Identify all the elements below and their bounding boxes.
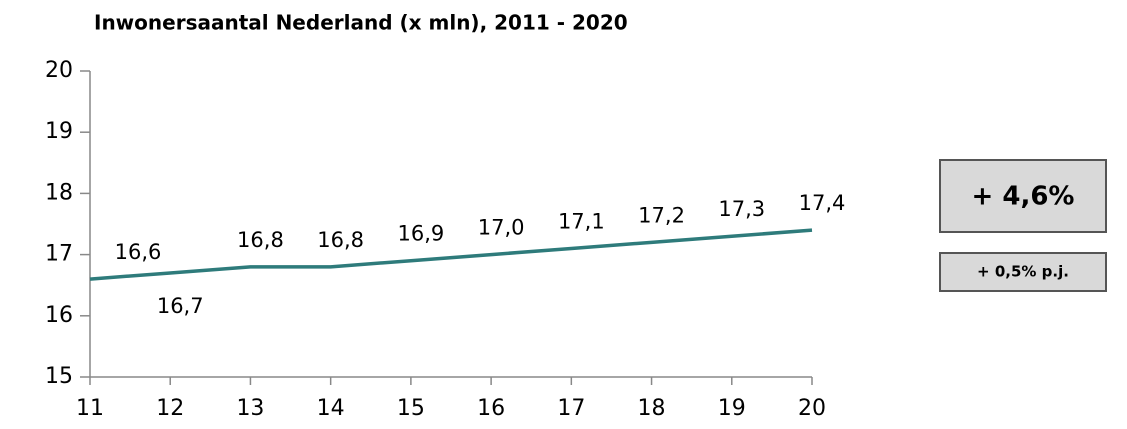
growth-yearly-box <box>939 252 1107 292</box>
y-tick-label: 17 <box>45 242 73 267</box>
data-label: 16,6 <box>115 240 162 264</box>
y-tick-label: 20 <box>45 58 73 83</box>
x-tick-label: 14 <box>317 396 345 421</box>
data-label: 16,8 <box>317 228 364 252</box>
x-tick-label: 16 <box>477 396 505 421</box>
data-label: 17,2 <box>638 203 685 227</box>
growth-yearly: + 0,5% p.j. <box>977 263 1069 281</box>
x-tick-label: 18 <box>638 396 666 421</box>
data-label: 16,7 <box>157 294 204 318</box>
data-label: 16,9 <box>398 222 445 246</box>
y-tick-label: 16 <box>45 303 73 328</box>
chart-title: Inwonersaantal Nederland (x mln), 2011 -… <box>94 11 628 35</box>
growth-box <box>939 159 1107 233</box>
x-tick-label: 17 <box>557 396 585 421</box>
y-tick-label: 15 <box>45 364 73 389</box>
data-label: 17,0 <box>478 216 525 240</box>
y-tick-label: 19 <box>45 119 73 144</box>
data-label: 17,3 <box>718 197 765 221</box>
y-tick-label: 18 <box>45 180 73 205</box>
x-tick-label: 12 <box>156 396 184 421</box>
x-tick-label: 19 <box>718 396 746 421</box>
data-label: 16,8 <box>237 228 284 252</box>
data-label: 17,4 <box>799 191 846 215</box>
growth-total: + 4,6% <box>972 182 1075 212</box>
line <box>89 228 813 281</box>
data-label: 17,1 <box>558 209 605 233</box>
x-tick-label: 20 <box>798 396 826 421</box>
x-tick-label: 13 <box>236 396 264 421</box>
x-tick-label: 11 <box>76 396 104 421</box>
x-tick-label: 15 <box>397 396 425 421</box>
